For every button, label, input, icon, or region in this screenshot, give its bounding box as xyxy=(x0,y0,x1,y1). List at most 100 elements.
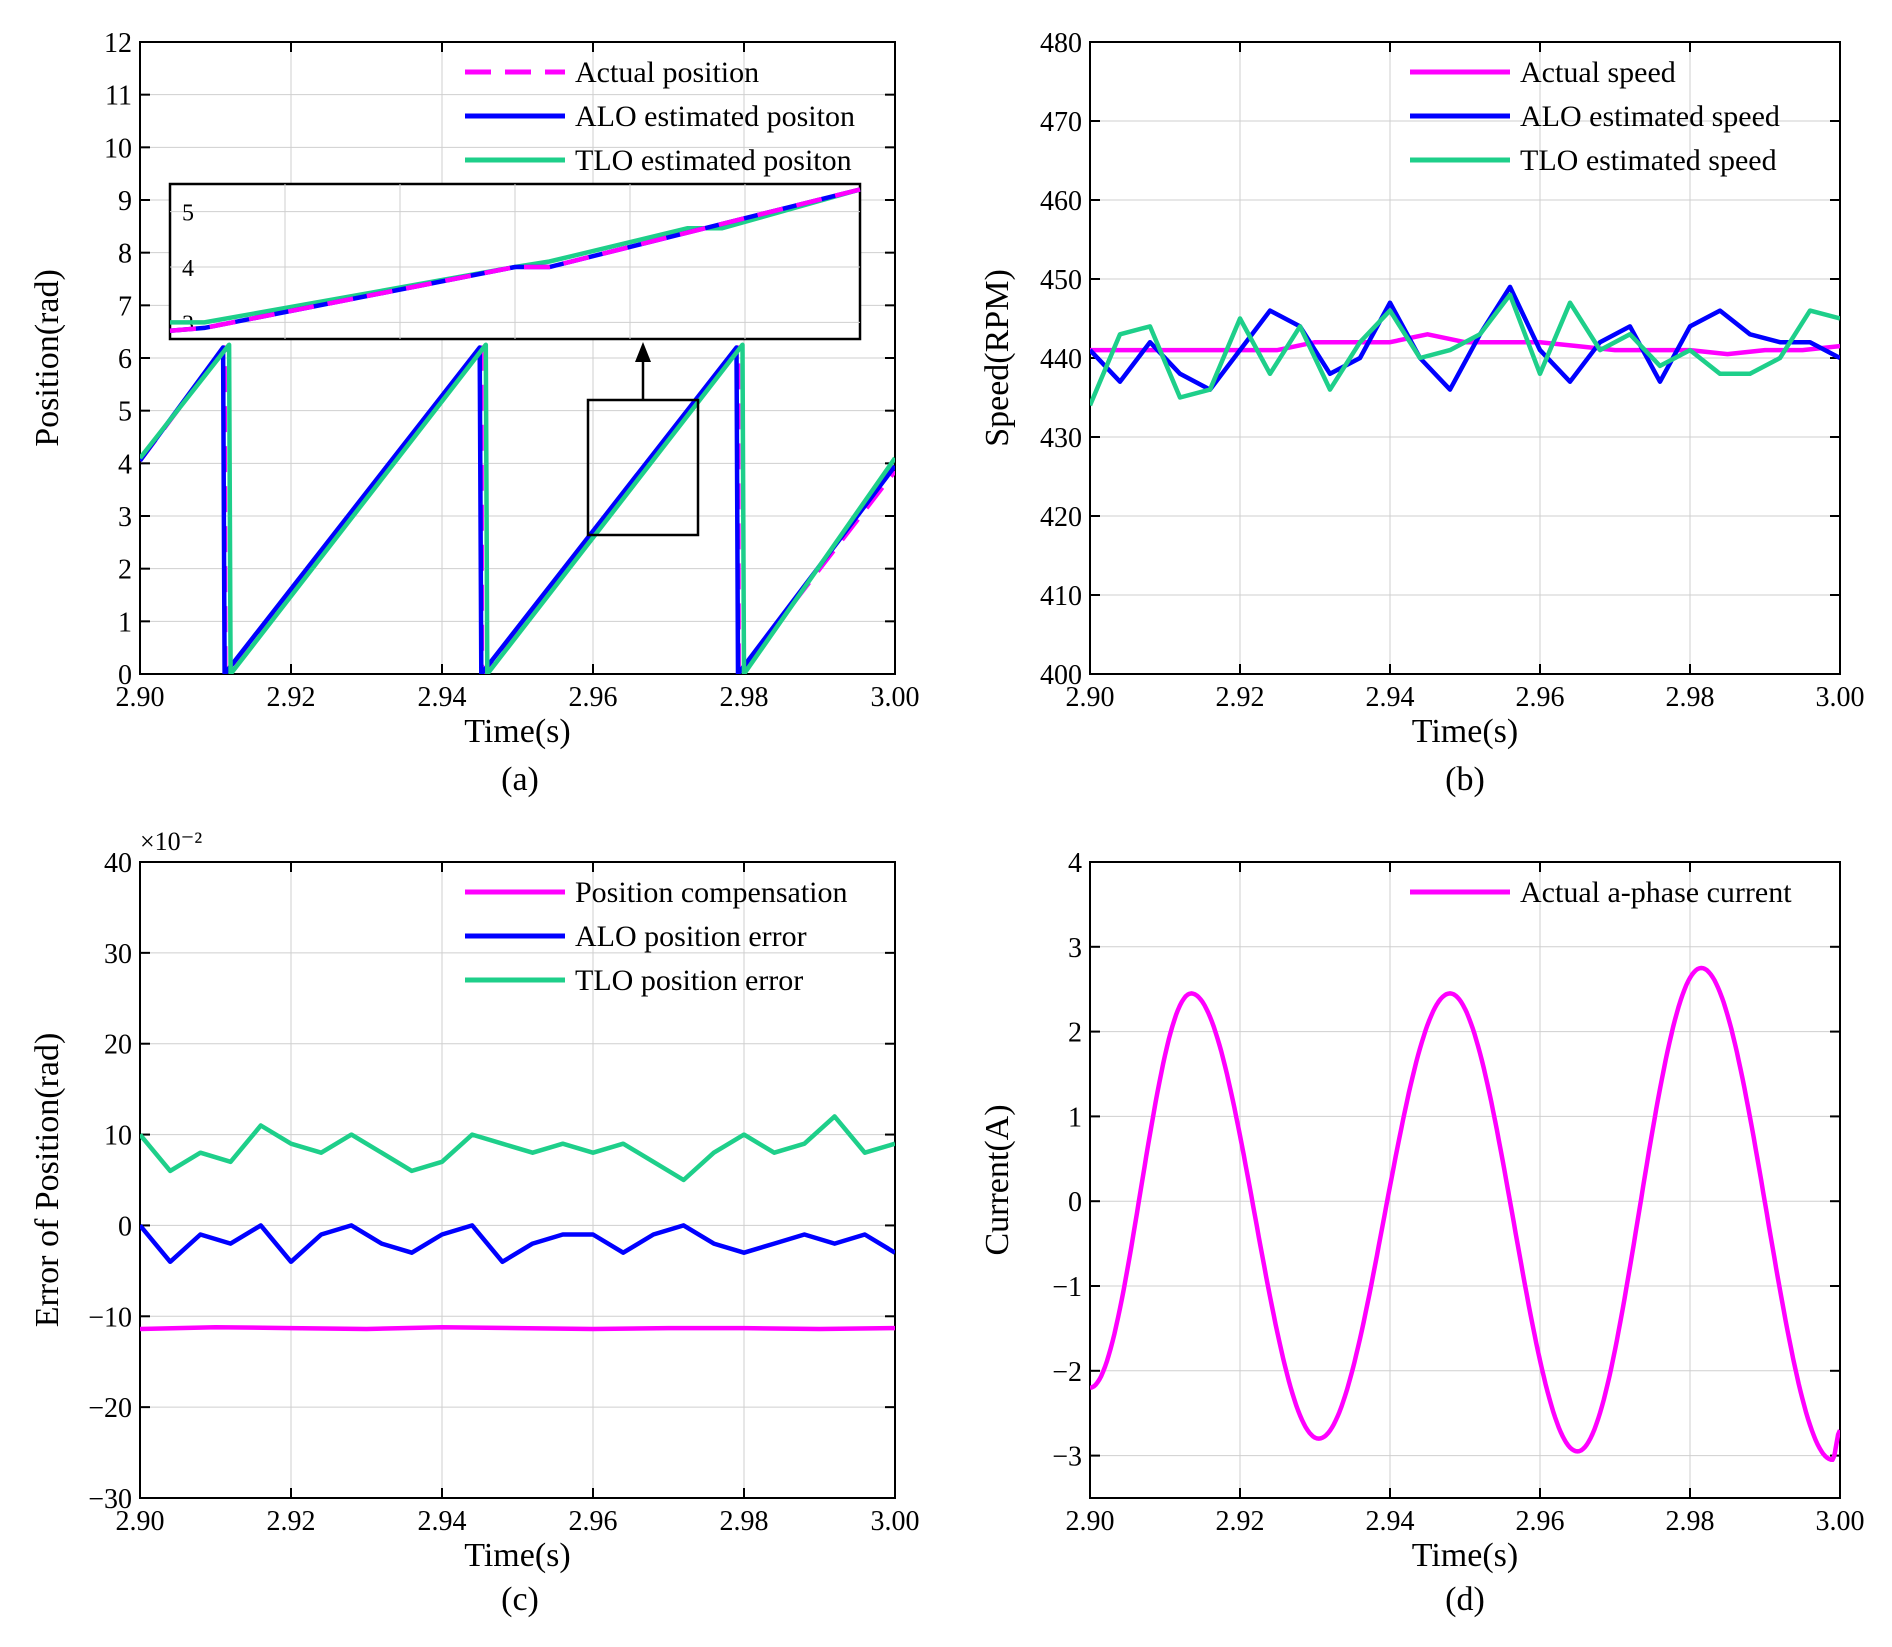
inset-tick-label: 4 xyxy=(182,256,194,282)
y-tick-label: −1 xyxy=(1052,1272,1082,1303)
y-tick-label: 4 xyxy=(118,449,132,480)
x-tick-label: 3.00 xyxy=(1816,682,1865,713)
y-tick-label: 450 xyxy=(1040,265,1082,296)
x-tick-label: 3.00 xyxy=(1816,1506,1865,1537)
axes-frame xyxy=(139,861,896,1499)
legend-label: ALO estimated speed xyxy=(1520,100,1780,133)
panel-label: (a) xyxy=(501,761,539,798)
legend-label: Position compensation xyxy=(575,876,848,909)
legend-label: Actual speed xyxy=(1520,56,1676,89)
series-line-1 xyxy=(140,345,895,674)
y-axis-label: Error of Position(rad) xyxy=(29,1033,66,1328)
x-tick-label: 3.00 xyxy=(871,682,920,713)
x-tick-label: 2.94 xyxy=(1366,1506,1415,1537)
y-tick-label: −20 xyxy=(88,1393,132,1424)
y-tick-label: 480 xyxy=(1040,28,1082,59)
legend-label: TLO estimated positon xyxy=(575,144,852,177)
series-line-2 xyxy=(140,342,895,674)
x-tick-label: 3.00 xyxy=(871,1506,920,1537)
x-tick-label: 2.94 xyxy=(418,682,467,713)
axes-frame xyxy=(1089,861,1841,1499)
y-tick-label: 460 xyxy=(1040,186,1082,217)
panel-0: 2.90 2.92 2.94 2.96 2.98 3.000123456789101112… xyxy=(29,28,920,798)
series-line-0 xyxy=(140,1324,895,1332)
plot-area xyxy=(1090,284,1840,407)
y-tick-label: 410 xyxy=(1040,581,1082,612)
legend-label: TLO estimated speed xyxy=(1520,144,1777,177)
x-tick-label: 2.96 xyxy=(1516,682,1565,713)
x-tick-label: 2.92 xyxy=(267,682,316,713)
series-line-1 xyxy=(140,1223,895,1265)
legend-label: Actual a-phase current xyxy=(1520,876,1792,909)
zoom-arrow-head xyxy=(635,342,651,362)
x-tick-label: 2.94 xyxy=(1366,682,1415,713)
y-tick-label: 8 xyxy=(118,239,132,270)
y-tick-label: 5 xyxy=(118,397,132,428)
y-tick-label: 440 xyxy=(1040,344,1082,375)
panel-3: 2.90 2.92 2.94 2.96 2.98 3.00 −3 −2 −1 0 1 2 3 4 Time(… xyxy=(979,848,1865,1618)
x-tick-label: 2.90 xyxy=(116,682,165,713)
y-tick-label: 10 xyxy=(104,133,132,164)
x-axis-label: Time(s) xyxy=(464,713,570,750)
panel-label: (b) xyxy=(1445,761,1485,798)
panel-label: (c) xyxy=(501,1581,539,1618)
x-axis-label: Time(s) xyxy=(1412,1537,1518,1574)
y-tick-label: 6 xyxy=(118,344,132,375)
series-line-0 xyxy=(1090,965,1840,1463)
inset: 345 xyxy=(168,182,862,341)
inset-tick-label: 5 xyxy=(182,201,194,227)
series-line-2 xyxy=(140,1114,895,1183)
panel-1: 2.90 2.92 2.94 2.96 2.98 3.00 400 410 420 430 440 4… xyxy=(979,28,1865,798)
y-tick-label: 1 xyxy=(1068,1102,1082,1133)
y-tick-label: 3 xyxy=(118,502,132,533)
x-tick-label: 2.98 xyxy=(1666,682,1715,713)
plot-area xyxy=(1090,965,1840,1463)
x-axis-label: Time(s) xyxy=(464,1537,570,1574)
y-axis-label: Position(rad) xyxy=(29,269,66,447)
series-line-2 xyxy=(1090,292,1840,407)
y-tick-label: 7 xyxy=(118,291,132,322)
x-tick-label: 2.94 xyxy=(418,1506,467,1537)
legend-label: TLO position error xyxy=(575,964,803,997)
scale-label: ×10⁻² xyxy=(140,827,202,856)
panel-2: 2.90 2.92 2.94 2.96 2.98 3.00 −30 −20 −10 0 10 20 30… xyxy=(29,827,920,1618)
x-tick-label: 2.90 xyxy=(1066,682,1115,713)
y-tick-label: 400 xyxy=(1040,660,1082,691)
y-tick-label: 420 xyxy=(1040,502,1082,533)
plot-area xyxy=(140,1114,895,1332)
legend: Actual a-phase current xyxy=(1410,876,1792,909)
x-tick-label: 2.96 xyxy=(569,1506,618,1537)
x-tick-label: 2.92 xyxy=(1216,1506,1265,1537)
y-tick-label: 0 xyxy=(118,660,132,691)
y-tick-label: 0 xyxy=(118,1211,132,1242)
y-tick-label: −3 xyxy=(1052,1442,1082,1473)
y-tick-label: 1 xyxy=(118,607,132,638)
y-tick-label: 10 xyxy=(104,1121,132,1152)
legend-label: Actual position xyxy=(575,56,759,89)
x-tick-label: 2.90 xyxy=(116,1506,165,1537)
x-axis-label: Time(s) xyxy=(1412,713,1518,750)
y-tick-label: 11 xyxy=(105,81,132,112)
y-tick-label: 9 xyxy=(118,186,132,217)
inset-series-line-2 xyxy=(170,187,861,325)
y-tick-label: 470 xyxy=(1040,107,1082,138)
legend: Actual position ALO estimated positon TLO … xyxy=(465,56,855,177)
y-axis-label: Current(A) xyxy=(979,1104,1016,1255)
x-tick-label: 2.92 xyxy=(1216,682,1265,713)
y-tick-label: −10 xyxy=(88,1302,132,1333)
panel-label: (d) xyxy=(1445,1581,1485,1618)
x-tick-label: 2.98 xyxy=(720,1506,769,1537)
plot-area xyxy=(140,342,895,674)
y-tick-label: 12 xyxy=(104,28,132,59)
x-tick-label: 2.96 xyxy=(1516,1506,1565,1537)
legend-label: ALO position error xyxy=(575,920,807,953)
y-tick-label: 0 xyxy=(1068,1187,1082,1218)
x-tick-label: 2.96 xyxy=(569,682,618,713)
legend: Actual speed ALO estimated speed TLO estim… xyxy=(1410,56,1780,177)
y-axis-label: Speed(RPM) xyxy=(979,269,1016,447)
inset-series-line-0 xyxy=(169,187,861,333)
y-tick-label: −30 xyxy=(88,1484,132,1515)
y-tick-label: 2 xyxy=(1068,1018,1082,1049)
x-tick-label: 2.92 xyxy=(267,1506,316,1537)
